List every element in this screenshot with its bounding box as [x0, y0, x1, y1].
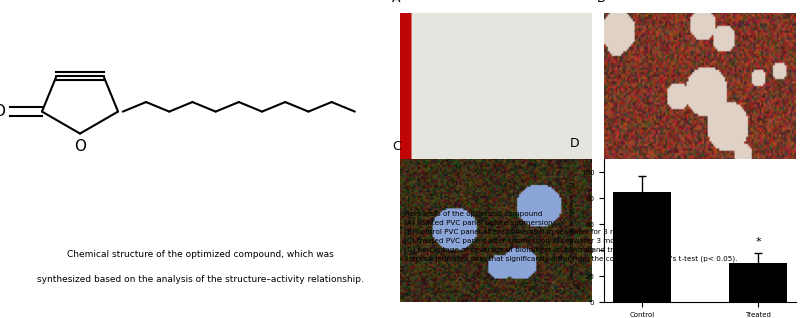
Y-axis label: Area covered by biofoulers (%): Area covered by biofoulers (%): [570, 182, 575, 279]
Text: C: C: [392, 140, 401, 153]
Text: B: B: [596, 0, 605, 5]
Text: O: O: [74, 139, 86, 155]
Text: *: *: [755, 238, 761, 247]
Text: Field tests of the optimized compound
(A) Painted PVC panel before submersion;
(: Field tests of the optimized compound (A…: [404, 211, 738, 262]
Text: D: D: [570, 137, 579, 150]
Text: A: A: [392, 0, 401, 5]
Bar: [729, 263, 787, 302]
Bar: [613, 191, 671, 302]
Text: Chemical structure of the optimized compound, which was: Chemical structure of the optimized comp…: [66, 250, 334, 259]
Text: O: O: [0, 104, 5, 119]
Text: synthesized based on the analysis of the structure–activity relationship.: synthesized based on the analysis of the…: [37, 275, 363, 284]
